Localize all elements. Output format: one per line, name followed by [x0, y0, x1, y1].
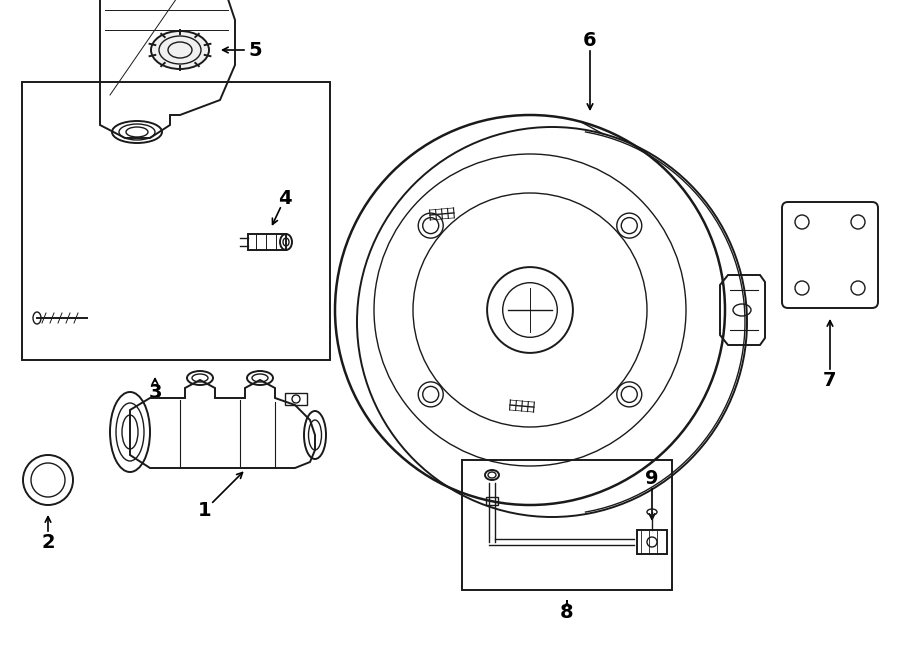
Bar: [637, 530, 667, 554]
Text: 5: 5: [248, 40, 262, 59]
Bar: [285, 393, 307, 405]
Bar: [22, 82, 330, 360]
Bar: [248, 234, 286, 250]
Text: 3: 3: [148, 383, 162, 401]
Text: 6: 6: [583, 30, 597, 50]
Text: 2: 2: [41, 533, 55, 551]
Bar: [462, 460, 672, 590]
Text: 4: 4: [278, 188, 292, 208]
Ellipse shape: [151, 31, 209, 69]
Text: 9: 9: [645, 469, 659, 488]
Bar: [486, 497, 498, 505]
Text: 1: 1: [198, 500, 212, 520]
Text: 8: 8: [560, 602, 574, 621]
Text: 7: 7: [824, 371, 837, 389]
